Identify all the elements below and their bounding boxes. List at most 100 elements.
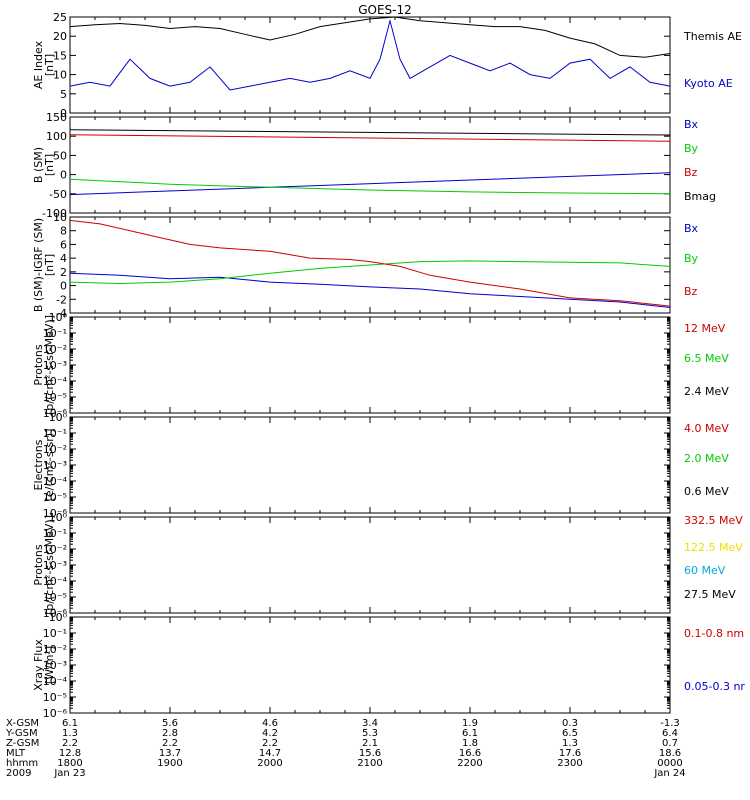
x-tick-value: 16.6 <box>459 748 481 759</box>
legend-label: 60 MeV <box>684 564 726 577</box>
y-axis-title: Protons <box>32 544 45 585</box>
legend-label: Kyoto AE <box>684 77 733 90</box>
x-tick-value: 4.6 <box>262 718 278 729</box>
y-tick-label: 10⁰ <box>49 611 68 624</box>
panel-xray: 10⁰ 10⁻¹ 10⁻² 10⁻³ 10⁻⁴ 10⁻⁵ 10⁻⁶ Xray Flux[W/m… <box>32 611 745 720</box>
y-tick-label: 10⁻⁵ <box>43 691 67 704</box>
x-tick-value: 14.7 <box>259 748 281 759</box>
y-tick-label: -2 <box>56 293 67 306</box>
y-tick-label: -100 <box>42 207 67 220</box>
x-row-label: X-GSM <box>6 718 39 729</box>
x-tick-value: 15.6 <box>359 748 381 759</box>
y-axis-title: B (SM)-IGRF (SM) <box>32 218 45 312</box>
x-tick-value: 2.1 <box>362 738 378 749</box>
x-row-label: hhmm <box>6 758 38 769</box>
y-tick-label: 10⁻⁵ <box>43 391 67 404</box>
x-axis-table: X-GSMY-GSMZ-GSMMLThhmm20096.11.32.212.81… <box>5 718 686 779</box>
y-tick-label: 10⁻⁴ <box>43 575 68 588</box>
y-tick-label: 10⁻⁶ <box>43 507 68 520</box>
legend-label: 27.5 MeV <box>684 588 736 601</box>
panel-frame <box>69 16 671 114</box>
panel-frame <box>69 416 671 514</box>
x-tick-value: 13.7 <box>159 748 181 759</box>
y-tick-label: 10⁻² <box>43 543 67 556</box>
panel-p2: 10⁰ 10⁻¹ 10⁻² 10⁻³ 10⁻⁴ 10⁻⁵ 10⁻⁶ Protons[p/(cm… <box>32 511 743 620</box>
y-axis-title: Electrons <box>32 439 45 490</box>
legend-label: 122.5 MeV <box>684 541 743 554</box>
x-tick-value: 2.2 <box>162 738 178 749</box>
y-tick-label: -4 <box>56 307 67 320</box>
legend-label: 2.0 MeV <box>684 452 729 465</box>
y-tick-label: 150 <box>46 111 67 124</box>
y-tick-label: 6 <box>60 238 67 251</box>
x-tick-value: Jan 23 <box>53 768 85 779</box>
y-tick-label: 50 <box>53 149 67 162</box>
y-tick-label: 10⁻³ <box>43 659 67 672</box>
legend-label: Bmag <box>684 190 716 203</box>
y-tick-label: 10 <box>53 211 67 224</box>
y-tick-label: 10⁻⁵ <box>43 491 67 504</box>
y-axis-title: [e/(cm²-s-sr)] <box>43 429 56 502</box>
x-tick-value: 2.2 <box>62 738 78 749</box>
x-tick-value: 12.8 <box>59 748 81 759</box>
x-tick-value: 17.6 <box>559 748 581 759</box>
series-line-bz <box>69 219 671 307</box>
y-tick-label: 2 <box>60 266 67 279</box>
legend-label: Bx <box>684 118 699 131</box>
legend-label: 0.05-0.3 nr <box>684 680 745 693</box>
series-line-bmag <box>69 129 671 136</box>
legend-label: 0.6 MeV <box>684 485 729 498</box>
y-tick-label: 10⁰ <box>49 511 68 524</box>
legend-label: Bz <box>684 285 698 298</box>
legend-label: 0.1-0.8 nm <box>684 627 744 640</box>
y-tick-label: 10⁻¹ <box>43 327 67 340</box>
series-line-bx <box>69 172 671 196</box>
x-tick-value: 1.8 <box>462 738 478 749</box>
y-tick-label: 10⁻¹ <box>43 427 67 440</box>
legend-label: 2.4 MeV <box>684 385 729 398</box>
x-tick-value: 18.6 <box>659 748 681 759</box>
x-tick-value: 3.4 <box>362 718 378 729</box>
x-tick-value: 0.3 <box>562 718 578 729</box>
legend-label: 12 MeV <box>684 322 726 335</box>
panel-p1: 10⁰ 10⁻¹ 10⁻² 10⁻³ 10⁻⁴ 10⁻⁵ 10⁻⁶ Protons[p/(cm… <box>32 311 729 420</box>
panel-frame <box>69 316 671 414</box>
panel-b: -100 -50 0 50 100 150 B (SM)[nT] Bx By Bz Bmag <box>32 111 716 220</box>
y-axis-title: B (SM) <box>32 147 45 183</box>
x-tick-value: 4.2 <box>262 728 278 739</box>
y-tick-label: 10 <box>53 69 67 82</box>
y-axis-title: [W/m²] <box>43 646 56 684</box>
legend-label: 332.5 MeV <box>684 514 743 527</box>
y-tick-label: -50 <box>49 188 67 201</box>
x-tick-value: 0000 <box>657 758 682 769</box>
y-axis-title: [nT] <box>43 154 56 176</box>
x-tick-value: 6.1 <box>62 718 78 729</box>
y-tick-label: 0 <box>60 280 67 293</box>
y-tick-label: 10⁻¹ <box>43 627 67 640</box>
y-tick-label: 5 <box>60 88 67 101</box>
x-tick-value: 6.4 <box>662 728 678 739</box>
x-row-label: Y-GSM <box>5 728 38 739</box>
plot-title: GOES-12 <box>358 3 412 17</box>
panel-ae: 0 5 10 15 20 25 AE Index[nT] Themis AE Kyoto AE <box>32 11 742 120</box>
series-line-by <box>69 178 671 195</box>
x-tick-value: 5.3 <box>362 728 378 739</box>
y-tick-label: 10⁻³ <box>43 359 67 372</box>
x-tick-value: 2100 <box>357 758 382 769</box>
x-tick-value: 2.8 <box>162 728 178 739</box>
y-axis-title: [nT] <box>43 54 56 76</box>
x-tick-value: 6.5 <box>562 728 578 739</box>
y-tick-label: 4 <box>60 252 67 265</box>
legend-label: Bz <box>684 166 698 179</box>
y-axis-title: Xray Flux <box>32 639 45 691</box>
y-tick-label: 10⁻⁶ <box>43 707 68 720</box>
legend-label: By <box>684 252 699 265</box>
panel-e: 10⁰ 10⁻¹ 10⁻² 10⁻³ 10⁻⁴ 10⁻⁵ 10⁻⁶ Electrons[e/(… <box>32 411 729 520</box>
y-tick-label: 100 <box>46 130 67 143</box>
y-axis-title: [p/(cm²-s-sr-MeV)] <box>43 315 56 415</box>
y-tick-label: 10⁻¹ <box>43 527 67 540</box>
x-row-label: Z-GSM <box>6 738 39 749</box>
